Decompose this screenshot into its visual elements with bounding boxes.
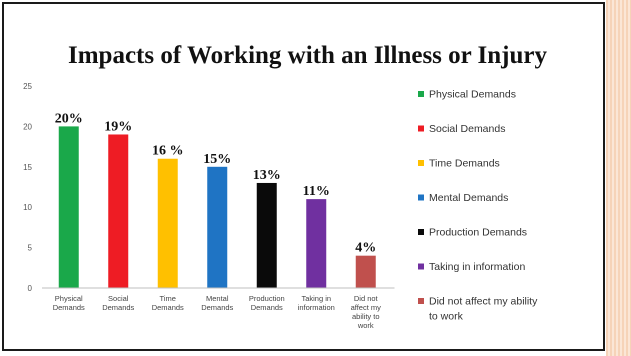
x-tick-label: Physical Demands	[53, 294, 85, 312]
x-tick-label: Time Demands	[152, 294, 184, 312]
bar-5	[256, 182, 277, 288]
x-tick-label: Mental Demands	[201, 294, 233, 312]
y-tick-label: 25	[23, 82, 32, 91]
x-tick-label: Did not affect my ability to work	[351, 294, 382, 330]
bar-1	[58, 126, 79, 289]
legend-label: Production Demands	[429, 227, 527, 239]
bar-4	[207, 166, 228, 288]
slide-frame	[2, 2, 605, 351]
data-label: 11%	[303, 184, 330, 199]
y-tick-label: 5	[28, 244, 33, 253]
x-tick-label: Production Demands	[249, 294, 285, 312]
x-tick-label: Taking in information	[298, 294, 335, 312]
legend-swatch	[418, 298, 424, 304]
y-tick-label: 0	[28, 284, 33, 293]
legend-label: Taking in information	[429, 261, 525, 273]
legend-swatch	[418, 194, 424, 201]
data-label: 15%	[203, 152, 231, 167]
legend-swatch	[418, 91, 424, 97]
legend-swatch	[418, 160, 424, 166]
x-tick-label: Social Demands	[102, 294, 134, 312]
y-tick-label: 15	[23, 163, 32, 172]
y-tick-label: 20	[23, 122, 32, 131]
legend-label: Physical Demands	[429, 89, 516, 101]
bar-7	[355, 255, 376, 288]
bar-6	[306, 199, 327, 288]
data-label: 4%	[355, 241, 376, 256]
legend-label: Did not affect my ability to work	[429, 296, 538, 323]
data-label: 16 %	[152, 144, 184, 159]
legend-swatch	[418, 263, 424, 270]
data-label: 19%	[104, 119, 132, 134]
legend-label: Time Demands	[429, 158, 500, 170]
bar-2	[108, 134, 129, 288]
legend-label: Social Demands	[429, 123, 505, 135]
legend-label: Mental Demands	[429, 192, 508, 204]
data-label: 13%	[253, 168, 281, 183]
decorative-stripe-band	[606, 0, 631, 356]
bar-3	[157, 158, 178, 288]
chart-title: Impacts of Working with an Illness or In…	[67, 42, 548, 69]
legend-swatch	[418, 125, 424, 132]
legend-swatch	[418, 229, 424, 235]
data-label: 20%	[55, 111, 83, 126]
y-tick-label: 10	[23, 203, 32, 212]
